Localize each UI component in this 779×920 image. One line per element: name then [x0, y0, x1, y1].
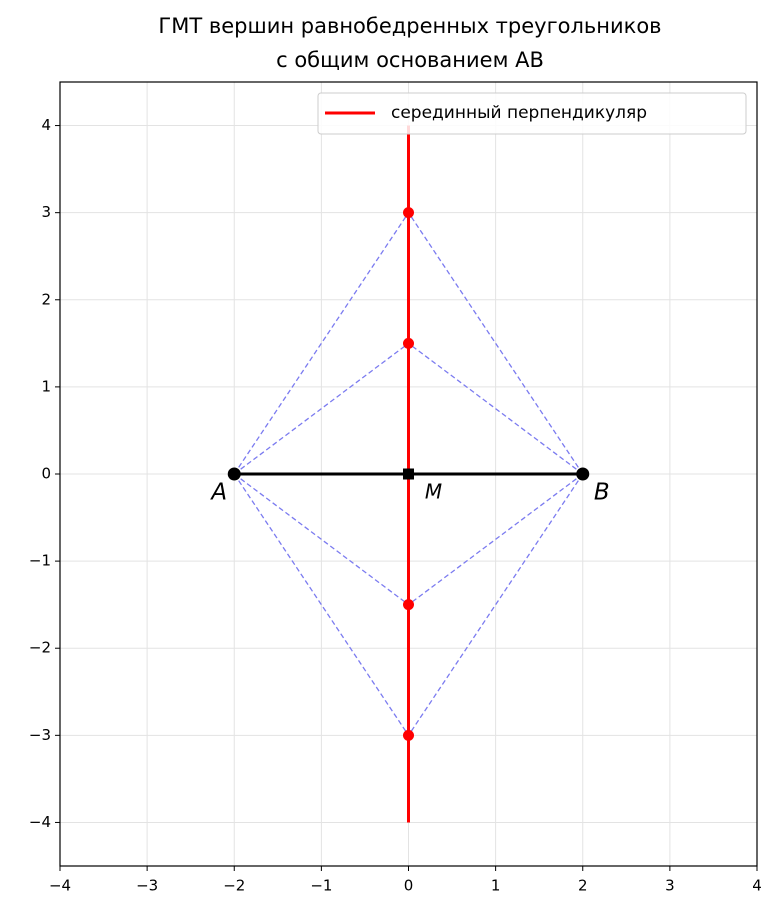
point	[403, 468, 414, 480]
point	[576, 467, 590, 481]
y-tick-label: 3	[41, 203, 51, 221]
x-tick-label: −4	[49, 877, 71, 895]
y-tick-label: −1	[29, 552, 51, 570]
x-tick-label: 1	[491, 877, 501, 895]
x-tick-label: −2	[223, 877, 245, 895]
apex-point	[403, 729, 414, 741]
legend-label: серединный перпендикуляр	[391, 103, 647, 123]
chart-title: с общим основанием AB	[276, 48, 544, 72]
point	[227, 467, 241, 481]
y-tick-label: −3	[29, 726, 51, 744]
x-tick-label: −3	[136, 877, 158, 895]
x-tick-label: 4	[752, 877, 762, 895]
y-tick-label: −2	[29, 639, 51, 657]
triangle-edge	[233, 473, 409, 606]
triangle-edge	[408, 473, 584, 606]
plot-frame	[59, 81, 758, 867]
x-tick-label: 3	[665, 877, 675, 895]
triangle-edge	[233, 473, 410, 736]
point-label: B	[594, 480, 610, 506]
triangle-edge	[407, 473, 584, 736]
y-tick-label: 0	[41, 465, 51, 483]
triangle-edge	[233, 342, 409, 475]
y-tick-label: −4	[29, 813, 51, 831]
point-label: M	[425, 480, 442, 504]
triangle-edge	[233, 212, 410, 475]
apex-point	[403, 337, 414, 349]
y-tick-label: 4	[41, 116, 51, 134]
x-tick-label: −1	[310, 877, 332, 895]
triangle-edge	[407, 212, 584, 475]
y-tick-label: 1	[41, 377, 51, 395]
triangle-edge	[408, 342, 584, 475]
point-label: A	[209, 480, 227, 506]
x-tick-label: 2	[578, 877, 588, 895]
apex-point	[403, 599, 414, 611]
legend-box	[317, 92, 747, 135]
chart-title: ГМТ вершин равнобедренных треугольников	[158, 14, 661, 38]
x-tick-label: 0	[404, 877, 414, 895]
y-tick-label: 2	[41, 290, 51, 308]
apex-point	[403, 207, 414, 219]
